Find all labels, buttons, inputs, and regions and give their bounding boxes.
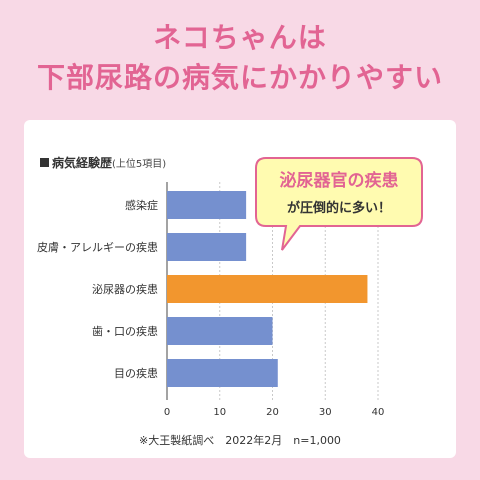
bar: [167, 233, 247, 261]
bars: [167, 191, 368, 387]
category-label: 目の疾患: [114, 366, 158, 380]
callout-shape: [255, 157, 423, 251]
square-bullet-icon: [40, 158, 49, 167]
x-tick-labels: 0 10 20 30 40: [164, 407, 385, 418]
x-tick-label: 10: [213, 407, 226, 418]
x-tick-label: 0: [164, 407, 170, 418]
chart-title-text: 病気経験歴: [52, 156, 113, 170]
category-label: 感染症: [125, 198, 158, 212]
bar: [167, 191, 247, 219]
x-tick-label: 20: [266, 407, 279, 418]
x-tick-label: 40: [372, 407, 385, 418]
headline-line-2: 下部尿路の病気にかかりやすい: [36, 61, 443, 94]
bar: [167, 317, 273, 345]
category-label: 皮膚・アレルギーの疾患: [37, 240, 158, 254]
callout-line-2: が圧倒的に多い！: [287, 200, 391, 216]
footnote: ※大王製紙調べ 2022年2月 n=1,000: [139, 434, 341, 447]
bar: [167, 275, 368, 303]
bar: [167, 359, 278, 387]
category-label: 歯・口の疾患: [92, 324, 158, 338]
callout-line-1: 泌尿器官の疾患: [280, 170, 399, 191]
chart-title: 病気経験歴(上位5項目): [40, 154, 166, 171]
category-label: 泌尿器の疾患: [92, 282, 158, 296]
headline-line-1: ネコちゃんは: [153, 21, 327, 54]
x-tick-label: 30: [319, 407, 332, 418]
chart-title-note: (上位5項目): [112, 159, 167, 170]
headline: ネコちゃんは 下部尿路の病気にかかりやすい: [0, 18, 480, 98]
callout-bubble: 泌尿器官の疾患 が圧倒的に多い！: [255, 157, 423, 251]
